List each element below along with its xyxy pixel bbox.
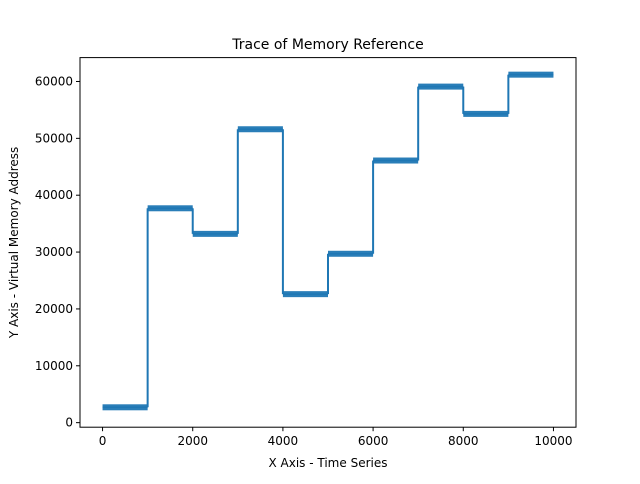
y-tick-label: 20000 <box>35 302 73 316</box>
x-tick-label: 10000 <box>534 434 572 448</box>
x-tick-label: 2000 <box>177 434 208 448</box>
y-axis-label: Y Axis - Virtual Memory Address <box>7 147 21 339</box>
y-axis-ticks: 0 10000 20000 30000 40000 50000 60000 <box>35 74 80 430</box>
x-tick-label: 4000 <box>268 434 299 448</box>
y-tick-label: 10000 <box>35 359 73 373</box>
axes-layer <box>79 57 577 428</box>
x-tick-label: 8000 <box>448 434 479 448</box>
chart-title: Trace of Memory Reference <box>231 37 423 53</box>
plot-layer <box>102 71 554 411</box>
y-tick-label: 40000 <box>35 188 73 202</box>
y-tick-label: 60000 <box>35 74 73 88</box>
x-axis-ticks: 0 2000 4000 6000 8000 10000 <box>99 427 573 448</box>
axes-frame <box>79 57 577 428</box>
y-tick-label: 0 <box>65 416 73 430</box>
y-tick-label: 50000 <box>35 131 73 145</box>
y-tick-label: 30000 <box>35 245 73 259</box>
x-tick-label: 6000 <box>358 434 389 448</box>
x-tick-label: 0 <box>99 434 107 448</box>
x-axis-label: X Axis - Time Series <box>269 456 388 470</box>
